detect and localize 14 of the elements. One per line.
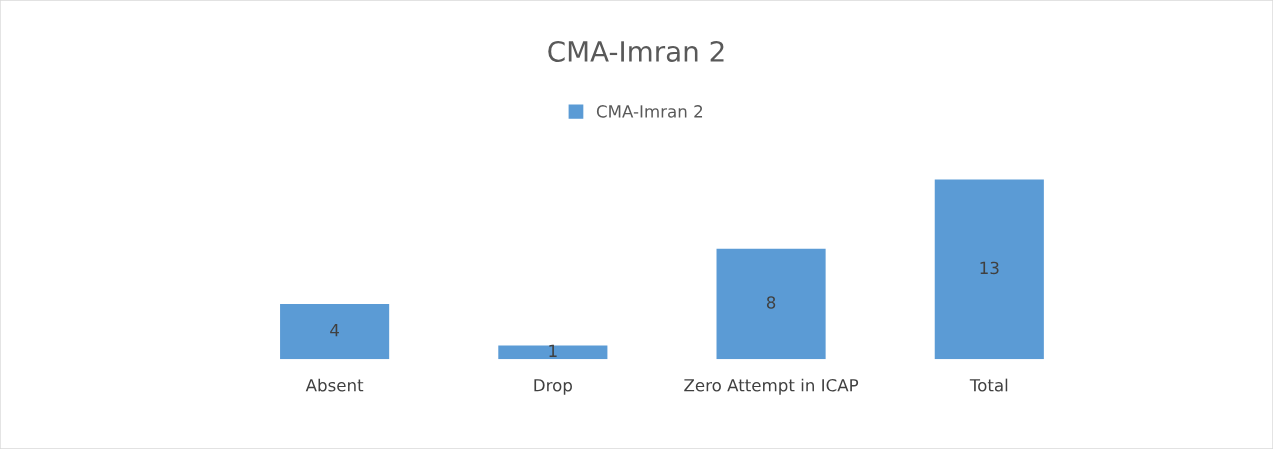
data-label: 8: [766, 296, 776, 309]
x-tick-label: Absent: [305, 378, 364, 392]
data-label: 1: [549, 344, 557, 357]
legend-label: CMA-Imran 2: [596, 105, 703, 118]
data-label: 13: [980, 261, 999, 275]
x-tick-label: Total: [969, 378, 1008, 392]
bar: [716, 248, 826, 360]
chart-title: CMA-Imran 2: [548, 40, 724, 62]
x-tick-label: Drop: [534, 379, 572, 395]
data-label: 4: [330, 324, 339, 337]
x-tick-label: Zero Attempt in ICAP: [684, 378, 859, 395]
bar: [498, 345, 608, 360]
bar: [934, 179, 1044, 360]
bar: [280, 303, 390, 360]
